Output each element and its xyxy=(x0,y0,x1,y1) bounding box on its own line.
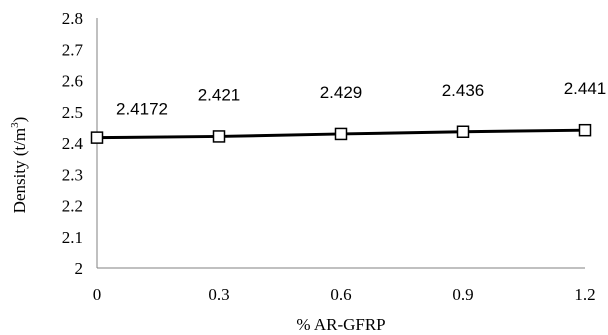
y-tick-labels: 2 2.1 2.2 2.3 2.4 2.5 2.6 2.7 2.8 xyxy=(62,9,84,278)
y-axis-title-sup: 3 xyxy=(9,122,21,128)
data-point-marker xyxy=(334,127,348,141)
y-tick-label: 2.4 xyxy=(62,134,84,153)
y-axis-title-main: Density (t/m xyxy=(10,128,29,213)
data-point-marker xyxy=(212,130,226,143)
y-axis: 2 2.1 2.2 2.3 2.4 2.5 2.6 2.7 2.8 xyxy=(62,9,98,278)
y-axis-title-tail: ) xyxy=(10,117,29,123)
series-group: 2.4172 2.421 2.429 2.436 2.441 xyxy=(90,79,607,144)
data-point-marker xyxy=(90,131,104,144)
y-tick-label: 2.8 xyxy=(62,9,83,28)
data-label: 2.436 xyxy=(442,81,485,100)
y-tick-label: 2.7 xyxy=(62,40,84,59)
y-tick-label: 2.5 xyxy=(62,103,83,122)
y-tick-label: 2.3 xyxy=(62,165,83,184)
x-tick-label: 0 xyxy=(93,285,102,304)
x-tick-label: 0.9 xyxy=(452,285,473,304)
x-tick-label: 0.3 xyxy=(208,285,229,304)
data-point-marker xyxy=(578,123,592,137)
x-axis-title: % AR-GFRP xyxy=(296,315,385,334)
x-axis: 0 0.3 0.6 0.9 1.2 xyxy=(93,267,596,304)
y-tick-label: 2.6 xyxy=(62,72,83,91)
y-tick-label: 2.2 xyxy=(62,197,83,216)
data-label: 2.429 xyxy=(320,83,363,102)
data-point-marker xyxy=(456,125,470,138)
data-label: 2.441 xyxy=(564,79,607,98)
y-axis-title: Density (t/m3) xyxy=(9,117,29,214)
x-tick-label: 1.2 xyxy=(574,285,595,304)
y-tick-label: 2.1 xyxy=(62,228,83,247)
data-label: 2.4172 xyxy=(116,100,168,119)
x-tick-label: 0.6 xyxy=(330,285,351,304)
y-tick-label: 2 xyxy=(75,259,84,278)
data-label: 2.421 xyxy=(198,85,241,104)
x-tick-labels: 0 0.3 0.6 0.9 1.2 xyxy=(93,285,596,304)
